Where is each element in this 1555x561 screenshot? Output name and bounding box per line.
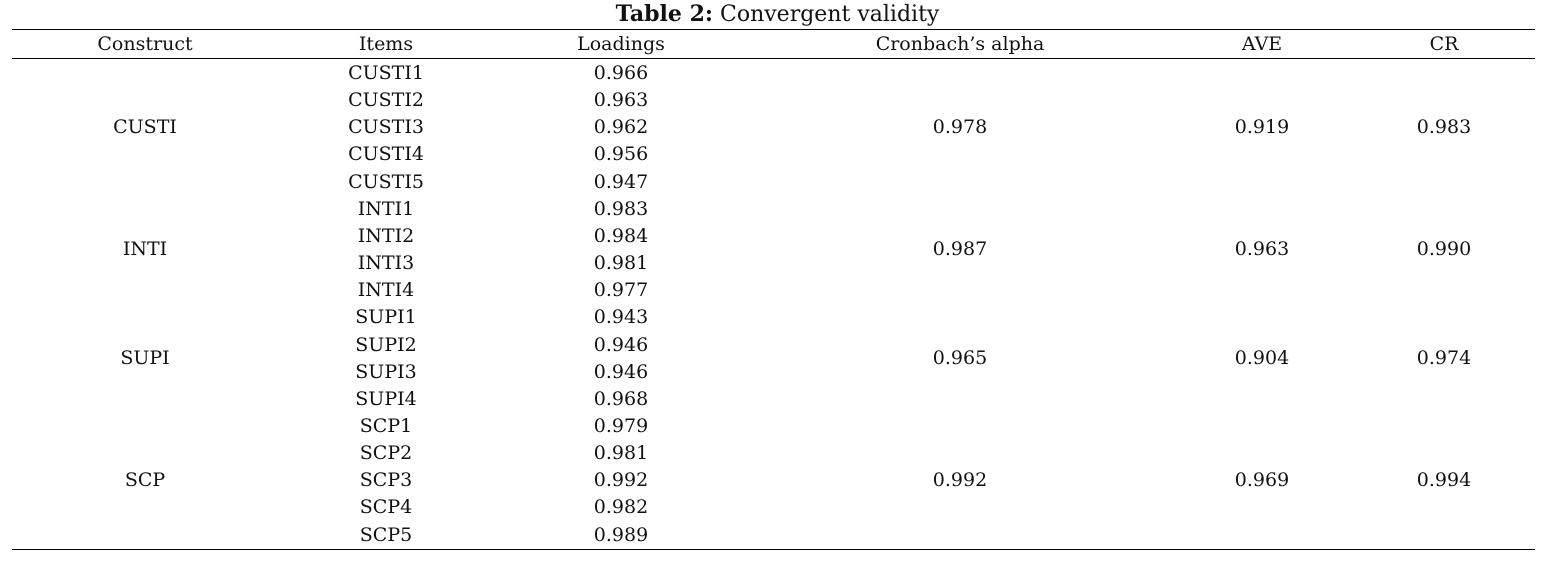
- item-cell: CUSTI1: [348, 62, 424, 84]
- construct-cell: INTI: [122, 238, 168, 261]
- item-cell: SCP4: [359, 496, 413, 519]
- loading-cell: 0.968: [593, 387, 649, 410]
- bottom-rule: [12, 549, 1535, 550]
- item-cell: CUSTI3: [348, 116, 424, 139]
- loading-cell: 0.963: [593, 89, 649, 112]
- table-header-row: Construct Items Loadings Cronbach’s alph…: [12, 30, 1535, 58]
- cr-cell: 0.974: [1416, 347, 1472, 370]
- item-cell: SUPI2: [355, 333, 417, 356]
- item-cell: INTI2: [357, 224, 415, 247]
- loading-cell: 0.946: [593, 333, 649, 356]
- cronbach-alpha-cell: 0.992: [932, 469, 988, 492]
- item-cell: SCP2: [359, 442, 413, 465]
- item-cell: INTI4: [357, 279, 415, 302]
- construct-cell: CUSTI: [113, 116, 177, 139]
- header-cr: CR: [1429, 33, 1459, 55]
- item-cell: SUPI1: [355, 306, 417, 329]
- ave-cell: 0.919: [1234, 116, 1290, 139]
- loading-cell: 0.947: [593, 170, 649, 193]
- loading-cell: 0.981: [593, 442, 649, 465]
- cr-cell: 0.994: [1416, 469, 1472, 492]
- item-cell: CUSTI5: [348, 170, 424, 193]
- construct-cell: SUPI: [120, 347, 170, 370]
- item-cell: SCP3: [359, 469, 413, 492]
- loading-cell: 0.984: [593, 224, 649, 247]
- item-cell: INTI1: [357, 197, 415, 220]
- header-cronbach-alpha: Cronbach’s alpha: [875, 33, 1045, 55]
- header-construct: Construct: [97, 33, 193, 55]
- loading-cell: 0.983: [593, 197, 649, 220]
- top-rule: [12, 29, 1535, 30]
- table-caption-label: Table 2:: [615, 1, 714, 27]
- cronbach-alpha-cell: 0.965: [932, 347, 988, 370]
- loading-cell: 0.989: [593, 523, 649, 546]
- construct-cell: SCP: [124, 469, 166, 492]
- item-cell: CUSTI2: [348, 89, 424, 112]
- cr-cell: 0.990: [1416, 238, 1472, 261]
- loading-cell: 0.962: [593, 116, 649, 139]
- item-cell: INTI3: [357, 252, 415, 275]
- item-cell: SCP1: [359, 414, 413, 437]
- cronbach-alpha-cell: 0.978: [932, 116, 988, 139]
- cronbach-alpha-cell: 0.987: [932, 238, 988, 261]
- ave-cell: 0.969: [1234, 469, 1290, 492]
- table-caption: Table 2: Convergent validity: [0, 0, 1555, 28]
- ave-cell: 0.963: [1234, 238, 1290, 261]
- loading-cell: 0.979: [593, 414, 649, 437]
- table-caption-title: Convergent validity: [713, 2, 940, 27]
- item-cell: SUPI3: [355, 360, 417, 383]
- cr-cell: 0.983: [1416, 116, 1472, 139]
- loading-cell: 0.992: [593, 469, 649, 492]
- header-loadings: Loadings: [577, 33, 665, 55]
- ave-cell: 0.904: [1234, 347, 1290, 370]
- item-cell: CUSTI4: [348, 143, 424, 166]
- loading-cell: 0.946: [593, 360, 649, 383]
- header-rule: [12, 58, 1535, 59]
- table-body: CUSTI1 0.966 CUSTI2 0.963 CUSTI3 0.962 CUSTI4 0…: [12, 60, 1535, 547]
- loading-cell: 0.956: [593, 143, 649, 166]
- loading-cell: 0.966: [593, 62, 649, 84]
- loading-cell: 0.982: [593, 496, 649, 519]
- header-items: Items: [358, 33, 414, 55]
- header-ave: AVE: [1241, 33, 1283, 55]
- loading-cell: 0.977: [593, 279, 649, 302]
- loading-cell: 0.981: [593, 252, 649, 275]
- item-cell: SUPI4: [355, 387, 417, 410]
- item-cell: SCP5: [359, 523, 413, 546]
- loading-cell: 0.943: [593, 306, 649, 329]
